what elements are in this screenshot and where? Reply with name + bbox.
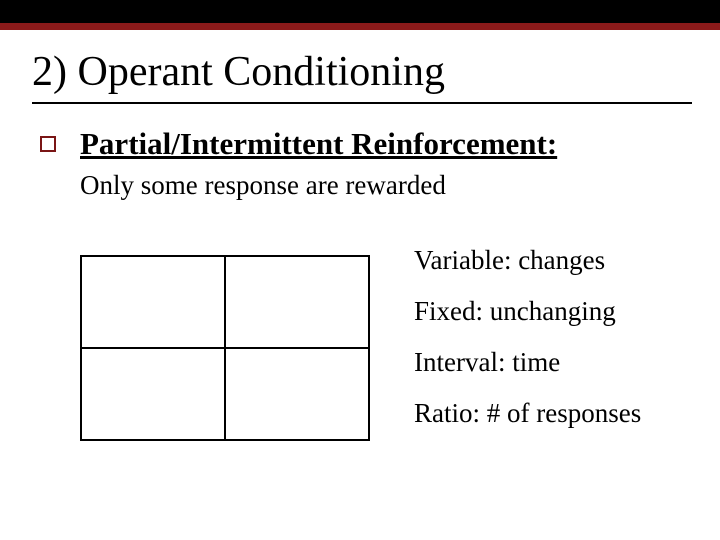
empty-2x2-grid <box>80 255 370 441</box>
lower-section: Variable: changes Fixed: unchanging Inte… <box>80 255 690 441</box>
title-accent-bar <box>0 0 720 30</box>
subheading: Partial/Intermittent Reinforcement: <box>80 126 690 162</box>
definition-line: Variable: changes <box>414 245 641 276</box>
grid-cell <box>225 256 369 348</box>
grid-cell <box>81 348 225 440</box>
bullet-text-block: Partial/Intermittent Reinforcement: Only… <box>80 126 690 201</box>
grid-cell <box>81 256 225 348</box>
slide-title: 2) Operant Conditioning <box>32 48 690 96</box>
bullet-row: Partial/Intermittent Reinforcement: Only… <box>40 126 690 201</box>
subtext: Only some response are rewarded <box>80 170 690 201</box>
slide-content: 2) Operant Conditioning Partial/Intermit… <box>0 30 720 441</box>
definitions-list: Variable: changes Fixed: unchanging Inte… <box>414 245 641 429</box>
definition-line: Ratio: # of responses <box>414 398 641 429</box>
definition-line: Interval: time <box>414 347 641 378</box>
square-bullet-icon <box>40 136 56 152</box>
title-underline <box>32 102 692 104</box>
grid-cell <box>225 348 369 440</box>
definition-line: Fixed: unchanging <box>414 296 641 327</box>
